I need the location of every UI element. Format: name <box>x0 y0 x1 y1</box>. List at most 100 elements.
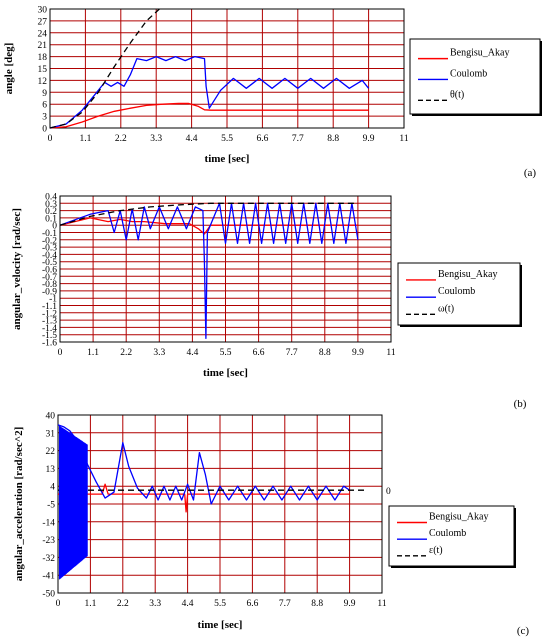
x-tick-label: 1.1 <box>87 348 99 358</box>
x-tick-label: 8.8 <box>311 599 323 609</box>
x-tick-label: 9.9 <box>363 134 375 144</box>
x-tick-label: 4.4 <box>186 134 198 144</box>
x-tick-label: 9.9 <box>344 599 356 609</box>
y-tick-label: 15 <box>38 65 48 75</box>
y-tick-label: 12 <box>38 77 48 87</box>
x-tick-label: 3.3 <box>153 348 165 358</box>
x-tick-label: 11 <box>399 134 408 144</box>
y-tick-label: 13 <box>46 465 56 475</box>
y-tick-label: -14 <box>42 518 55 528</box>
x-tick-label: 7.7 <box>292 134 304 144</box>
legend: Bengisu_Akay Coulomb ω(t) <box>397 262 522 327</box>
y-tick-label: 0.1 <box>45 214 57 224</box>
y-tick-label: -0.2 <box>42 236 57 246</box>
y-tick-label: -1.2 <box>42 309 57 319</box>
y-tick-label: 0.3 <box>45 200 57 210</box>
panel-label: (a) <box>524 167 537 179</box>
y-tick-label: -0.4 <box>42 251 57 261</box>
x-tick-label: 4.4 <box>186 348 198 358</box>
x-tick-label: 9.9 <box>352 348 364 358</box>
series-line-2 <box>49 55 370 129</box>
panel-label: (c) <box>517 625 530 637</box>
y-tick-label: -0.9 <box>42 287 57 297</box>
y-tick-label: -1.5 <box>42 331 57 341</box>
x-tick-label: 2.2 <box>120 348 132 358</box>
y-tick-label: 0 <box>52 222 57 232</box>
plot-frame <box>49 8 405 129</box>
y-tick-label: -1.1 <box>42 302 57 312</box>
x-tick-label: 8.8 <box>327 134 339 144</box>
x-tick-label: 7.7 <box>286 348 298 358</box>
y-tick-label: 31 <box>46 429 56 439</box>
y-tick-label: -41 <box>42 572 55 582</box>
y-axis-title: angle [deg] <box>3 43 15 95</box>
y-tick-label: -0.6 <box>42 266 57 276</box>
x-axis-title: time [sec] <box>198 619 243 631</box>
plot-frame <box>59 195 392 343</box>
series-line-1 <box>49 102 369 129</box>
x-axis-title: time [sec] <box>203 367 248 379</box>
y-tick-label: -0.8 <box>42 280 57 290</box>
y-tick-label: -5 <box>47 501 55 511</box>
x-tick-label: 6.6 <box>256 134 268 144</box>
x-tick-label: 1.1 <box>79 134 91 144</box>
y-tick-label: -0.3 <box>42 244 57 254</box>
right-annotation: 0 <box>386 487 391 497</box>
y-tick-label: 6 <box>42 101 47 111</box>
legend-label: ε(t) <box>429 545 443 556</box>
y-tick-label: -0.1 <box>42 229 57 239</box>
legend-label: Bengisu_Akay <box>429 512 488 523</box>
chart-panel-2: 0 1.1 2.2 3.3 4.4 5.5 6.6 7.7 8.8 9.9 110.40.30.20… <box>11 193 527 411</box>
series-line-1 <box>59 217 358 235</box>
x-tick-label: 7.7 <box>279 599 291 609</box>
x-axis-title: time [sec] <box>205 153 250 165</box>
legend-label: Coulomb <box>429 528 466 539</box>
y-tick-label: 4 <box>50 483 55 493</box>
y-axis-title: angular_acceleration [rad/sec^2] <box>13 427 25 582</box>
x-tick-label: 3.3 <box>149 599 161 609</box>
y-tick-label: 9 <box>42 89 47 99</box>
chart-panel-1: 0 1.1 2.2 3.3 4.4 5.5 6.6 7.7 8.8 9.9 11 0 3 6 9 12 15 18… <box>3 6 542 179</box>
legend-label: θ(t) <box>450 89 464 100</box>
series-line-1 <box>58 483 350 513</box>
y-tick-label: 21 <box>38 41 48 51</box>
x-tick-label: 2.2 <box>117 599 129 609</box>
x-tick-label: 2.2 <box>115 134 127 144</box>
y-tick-label: 0 <box>42 125 47 135</box>
y-tick-label: -0.5 <box>42 258 57 268</box>
x-tick-label: 11 <box>377 599 386 609</box>
y-tick-label: 18 <box>38 53 48 63</box>
legend-label: Coulomb <box>438 286 475 297</box>
x-tick-label: 5.5 <box>220 348 232 358</box>
legend-label: Coulomb <box>450 68 487 79</box>
y-tick-label: 27 <box>38 17 48 27</box>
y-tick-label: -1.4 <box>42 324 57 334</box>
x-tick-label: 0 <box>48 134 53 144</box>
legend-box <box>409 38 541 115</box>
series-line-3 <box>49 8 160 129</box>
legend-label: Bengisu_Akay <box>438 269 497 280</box>
x-tick-label: 1.1 <box>84 599 96 609</box>
y-tick-label: 3 <box>42 113 47 123</box>
y-tick-label: 24 <box>38 29 48 39</box>
y-tick-label: -50 <box>42 590 55 600</box>
x-tick-label: 6.6 <box>253 348 265 358</box>
legend-label: ω(t) <box>438 303 454 314</box>
y-tick-label: 0.2 <box>45 207 57 217</box>
x-tick-label: 5.5 <box>214 599 226 609</box>
y-tick-label: -1.6 <box>42 339 57 349</box>
x-tick-label: 0 <box>56 599 61 609</box>
y-tick-label: -0.7 <box>42 273 57 283</box>
x-tick-label: 0 <box>58 348 63 358</box>
x-tick-label: 8.8 <box>319 348 331 358</box>
x-tick-label: 11 <box>386 348 395 358</box>
y-tick-label: 0.4 <box>45 193 57 203</box>
chart-panel-3: 0 1.1 2.2 3.3 4.4 5.5 6.6 7.7 8.8 9.9 11 40 31 22 13 4 -… <box>13 412 529 638</box>
legend-label: Bengisu_Akay <box>450 48 509 59</box>
panel-label: (b) <box>514 398 527 410</box>
coulomb-oscillation-band <box>58 425 88 580</box>
plot-frame <box>57 414 383 594</box>
y-tick-label: -32 <box>42 554 55 564</box>
legend: Bengisu_Akay Coulomb ε(t) <box>388 505 516 568</box>
y-tick-label: 30 <box>38 6 48 16</box>
